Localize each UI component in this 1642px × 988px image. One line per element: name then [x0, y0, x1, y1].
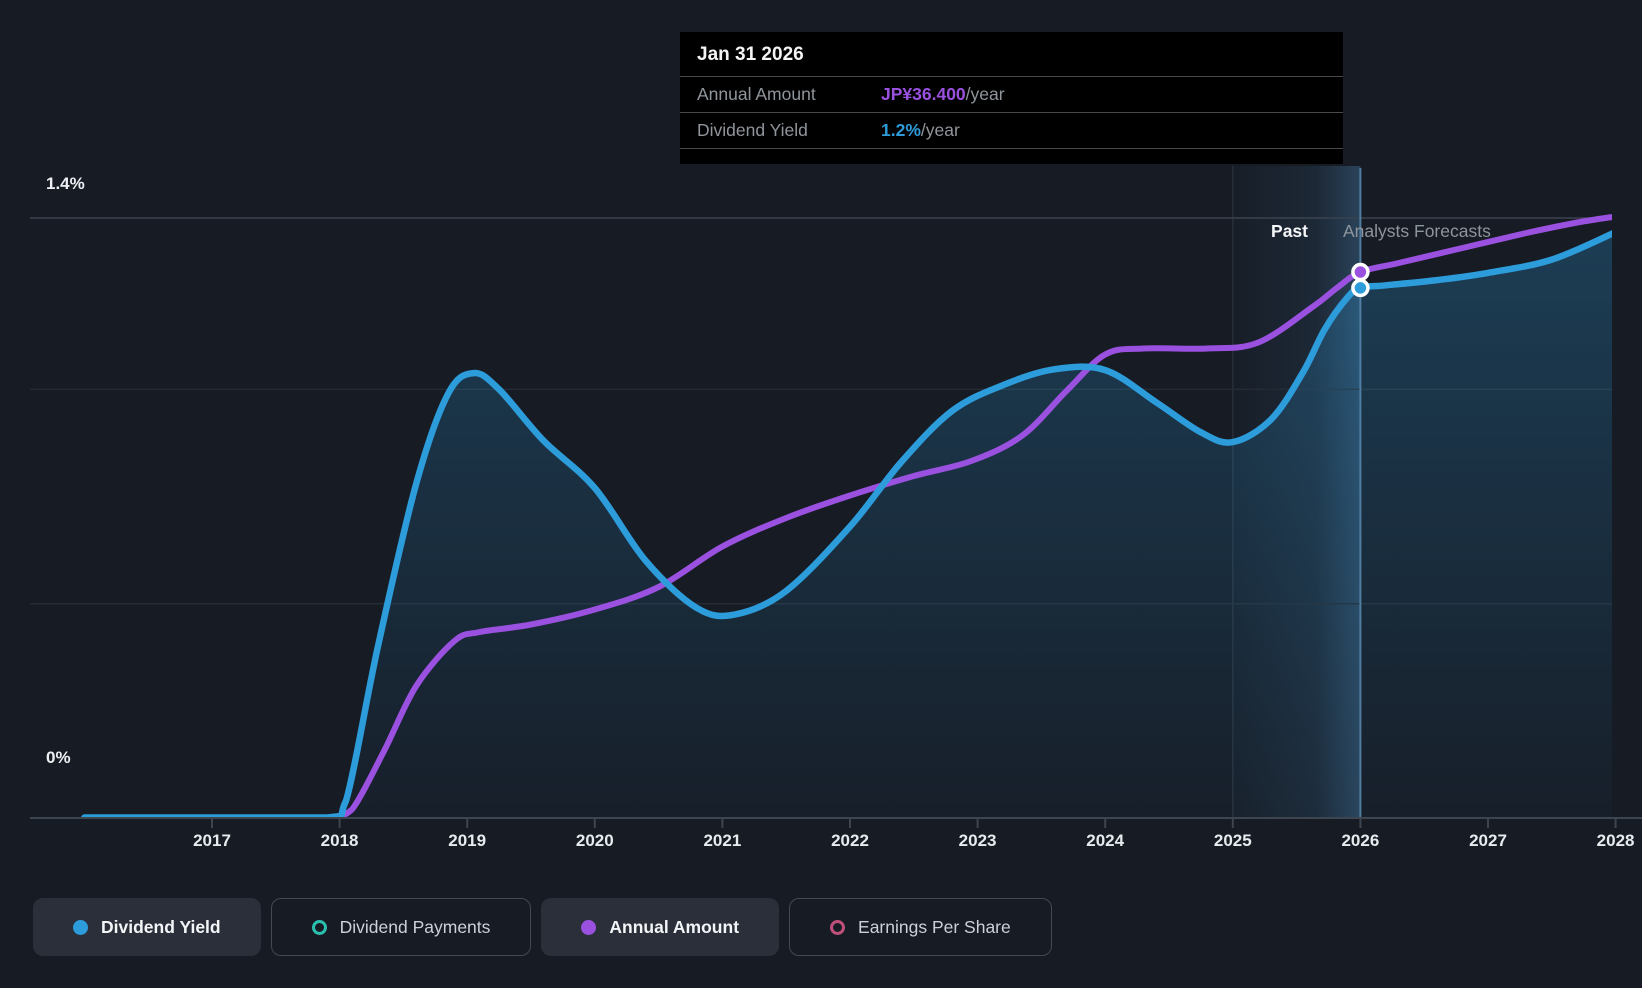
x-axis-label-2020: 2020: [575, 831, 614, 850]
tooltip-bottom-divider: [680, 148, 1343, 164]
legend: Dividend Yield Dividend Payments Annual Am…: [33, 898, 1052, 956]
tooltip-row-dividend-yield: Dividend Yield 1.2%/year: [680, 112, 1343, 148]
legend-label-dividend-payments: Dividend Payments: [339, 916, 491, 937]
dividend-yield-area: [84, 233, 1612, 818]
legend-marker-annual-amount-dot-icon: [581, 919, 597, 935]
legend-label-earnings-per-share: Earnings Per Share: [858, 916, 1011, 937]
x-axis-label-2028: 2028: [1596, 831, 1635, 850]
past-region-label: Past: [1271, 221, 1308, 241]
tooltip-suffix-annual-amount: /year: [965, 84, 1005, 104]
legend-label-annual-amount: Annual Amount: [609, 916, 740, 937]
tooltip-label-annual-amount: Annual Amount: [697, 84, 816, 104]
x-axis-label-2026: 2026: [1341, 831, 1380, 850]
legend-marker-dividend-yield-dot-icon: [73, 919, 88, 935]
x-axis-label-2023: 2023: [958, 831, 997, 850]
x-axis-label-2025: 2025: [1213, 831, 1252, 850]
x-axis-label-2018: 2018: [320, 831, 359, 850]
legend-chip-dividend-yield[interactable]: Dividend Yield: [33, 898, 261, 956]
y-axis-label-zero: 0%: [46, 748, 71, 767]
annual-amount-line: [330, 214, 1612, 818]
legend-marker-earnings-per-share-ring-icon: [830, 919, 846, 935]
x-axis-label-2027: 2027: [1469, 831, 1507, 850]
legend-chip-dividend-payments[interactable]: Dividend Payments: [270, 898, 532, 956]
x-axis-label-2017: 2017: [193, 831, 231, 850]
tooltip-suffix-dividend-yield: /year: [920, 120, 960, 140]
x-axis-label-2022: 2022: [831, 831, 869, 850]
legend-chip-earnings-per-share[interactable]: Earnings Per Share: [789, 898, 1052, 956]
tooltip-value-dividend-yield: 1.2%: [881, 120, 921, 140]
y-axis-label-max: 1.4%: [46, 174, 85, 193]
legend-label-dividend-yield: Dividend Yield: [101, 916, 221, 937]
legend-chip-annual-amount[interactable]: Annual Amount: [541, 898, 780, 956]
x-axis-label-2019: 2019: [448, 831, 487, 850]
tooltip-label-dividend-yield: Dividend Yield: [697, 120, 808, 140]
dividend-yield-line: [81, 230, 1612, 818]
tooltip-row-annual-amount: Annual Amount JP¥36.400/year: [680, 76, 1343, 112]
legend-marker-dividend-payments-ring-icon: [311, 919, 327, 935]
forecast-region-label: Analysts Forecasts: [1343, 221, 1491, 241]
tooltip-date: Jan 31 2026: [697, 44, 804, 65]
marker-annual-amount: [1351, 262, 1370, 282]
tooltip-value-annual-amount: JP¥36.400: [881, 84, 966, 104]
x-axis-label-2024: 2024: [1086, 831, 1125, 850]
tooltip: Jan 31 2026 Annual Amount JP¥36.400/year D…: [680, 32, 1343, 164]
x-axis-label-2021: 2021: [703, 831, 742, 850]
marker-dividend-yield: [1351, 278, 1370, 298]
